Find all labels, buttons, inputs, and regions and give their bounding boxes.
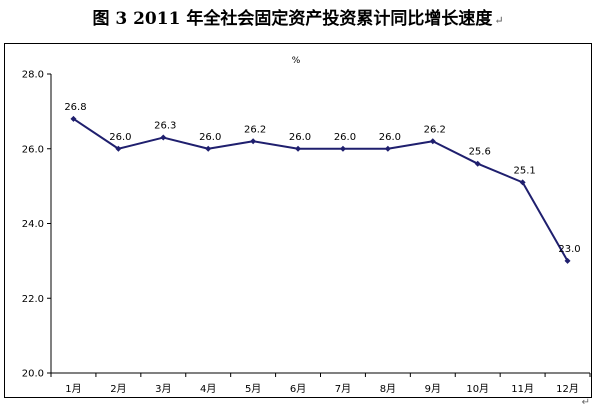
series-line xyxy=(72,118,569,262)
x-tick-label: 6月 xyxy=(290,383,306,395)
return-mark-icon: ↵ xyxy=(494,14,504,27)
y-tick-label: 28.0 xyxy=(22,70,44,81)
x-tick-label: 4月 xyxy=(200,383,216,395)
x-tick-label: 1月 xyxy=(65,383,81,395)
x-tick-label: 11月 xyxy=(511,383,534,395)
data-label: 26.0 xyxy=(334,132,356,143)
y-tick-label: 20.0 xyxy=(22,369,44,380)
data-label: 23.0 xyxy=(558,244,580,255)
data-label: 26.0 xyxy=(109,132,131,143)
chart-frame xyxy=(4,43,592,398)
x-tick-label: 7月 xyxy=(335,383,351,395)
data-label: 26.3 xyxy=(154,121,176,132)
data-label: 25.6 xyxy=(469,147,491,158)
y-tick-label: 26.0 xyxy=(22,144,44,155)
data-point xyxy=(384,145,391,152)
data-point xyxy=(250,138,257,145)
data-point xyxy=(295,145,302,152)
data-point xyxy=(205,145,212,152)
data-label: 26.8 xyxy=(64,102,86,113)
data-label: 26.2 xyxy=(424,124,446,135)
chart-title-text: 图 3 2011 年全社会固定资产投资累计同比增长速度 xyxy=(92,9,493,29)
x-tick-label: 3月 xyxy=(155,383,171,395)
data-point xyxy=(474,160,481,167)
data-point xyxy=(429,138,436,145)
x-tick-label: 8月 xyxy=(380,383,396,395)
data-label: 26.0 xyxy=(379,132,401,143)
data-point xyxy=(160,134,167,141)
chart-title: 图 3 2011 年全社会固定资产投资累计同比增长速度 ↵ xyxy=(0,4,596,29)
x-tick-label: 10月 xyxy=(466,383,489,395)
x-tick-label: 5月 xyxy=(245,383,261,395)
x-tick-label: 2月 xyxy=(110,383,126,395)
return-mark-icon: ↵ xyxy=(581,397,590,408)
data-label: 26.0 xyxy=(199,132,221,143)
x-tick-label: 12月 xyxy=(556,383,579,395)
data-point xyxy=(70,115,77,122)
y-tick-label: 24.0 xyxy=(22,219,44,230)
data-point xyxy=(339,145,346,152)
y-tick-label: 22.0 xyxy=(22,294,44,305)
data-point xyxy=(115,145,122,152)
y-unit-label: % xyxy=(292,56,301,66)
data-point xyxy=(564,257,571,264)
data-label: 26.2 xyxy=(244,124,266,135)
x-tick-label: 9月 xyxy=(425,383,441,395)
data-label: 25.1 xyxy=(513,165,535,176)
data-point xyxy=(519,179,526,186)
data-label: 26.0 xyxy=(289,132,311,143)
